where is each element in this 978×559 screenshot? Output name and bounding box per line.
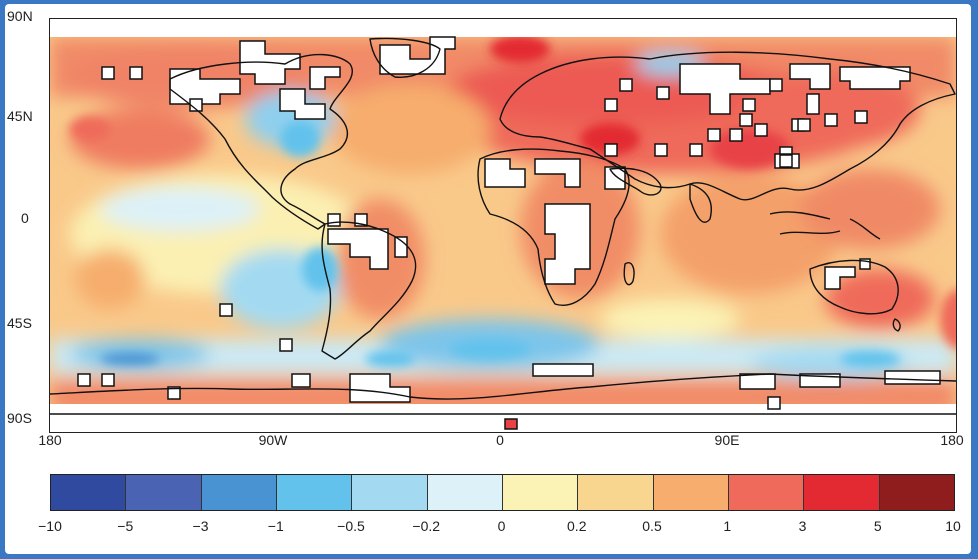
- color-scale-bar: [50, 474, 955, 511]
- color-swatch: [200, 475, 276, 510]
- color-scale-label: −0.5: [337, 518, 365, 534]
- color-swatch: [803, 475, 879, 510]
- color-scale-label: 0.5: [642, 518, 662, 534]
- figure-panel: 90N 45N 0 45S 90S: [5, 4, 971, 554]
- color-swatch: [275, 475, 352, 510]
- color-scale-label: 1: [723, 518, 732, 534]
- lon-label-90w: 90W: [258, 432, 288, 448]
- lon-label-180-east: 180: [940, 432, 964, 448]
- color-swatch: [727, 475, 804, 510]
- color-scale-label: 0: [497, 518, 506, 534]
- color-scale-label: 3: [798, 518, 807, 534]
- lat-label-45n: 45N: [7, 108, 33, 124]
- anomaly-detail: [70, 35, 956, 367]
- color-swatch: [125, 475, 201, 510]
- lat-label-45s: 45S: [7, 315, 32, 331]
- lon-label-0: 0: [496, 432, 504, 448]
- color-scale-label: 5: [873, 518, 882, 534]
- color-swatch: [351, 475, 427, 510]
- lon-label-90e: 90E: [714, 432, 740, 448]
- missing-data-cells: [77, 36, 941, 430]
- color-scale-label: −3: [192, 518, 209, 534]
- color-scale-label: −0.2: [412, 518, 441, 534]
- coastlines: [50, 37, 956, 415]
- lat-label-90n: 90N: [7, 8, 33, 24]
- color-swatch: [501, 475, 578, 510]
- color-swatch: [878, 475, 954, 510]
- color-swatch: [51, 475, 126, 510]
- color-scale-label: −5: [117, 518, 134, 534]
- map-canvas: [50, 19, 956, 432]
- color-scale-label: −10: [38, 518, 62, 534]
- color-swatch: [426, 475, 502, 510]
- lat-label-equator: 0: [21, 210, 29, 226]
- temperature-anomaly-map: [49, 18, 957, 433]
- lon-label-180-west: 180: [38, 432, 62, 448]
- missing-data-arctic: [50, 19, 956, 37]
- color-swatch: [652, 475, 728, 510]
- lat-label-90s: 90S: [7, 410, 32, 426]
- missing-data-antarctic: [50, 404, 956, 432]
- color-scale-label: 10: [945, 518, 961, 534]
- color-scale-label: 0.2: [567, 518, 587, 534]
- color-swatch: [577, 475, 653, 510]
- color-scale-label: −1: [267, 518, 284, 534]
